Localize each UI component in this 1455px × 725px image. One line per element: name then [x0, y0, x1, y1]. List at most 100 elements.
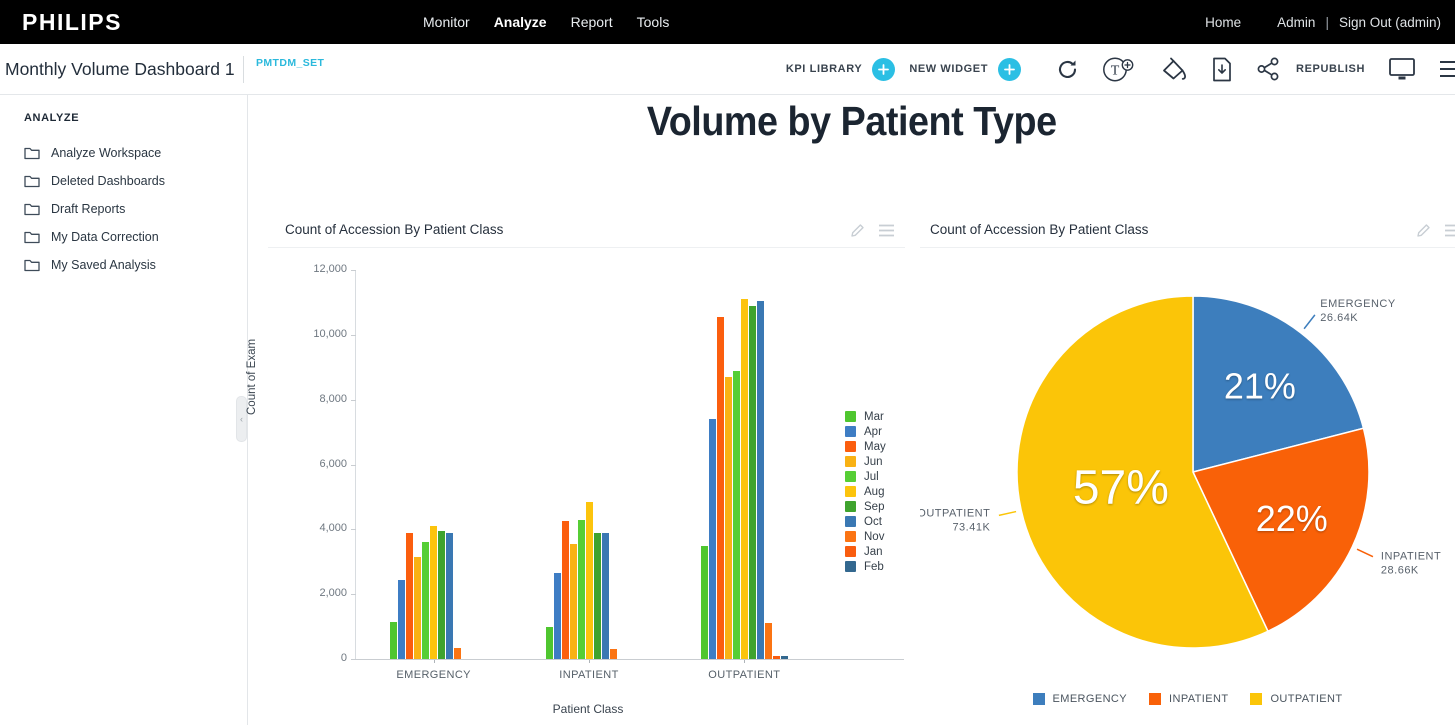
bar-legend-item-jul[interactable]: Jul — [845, 469, 886, 484]
bar-x-axis-line — [355, 659, 904, 660]
widget-menu-icon[interactable] — [878, 224, 895, 237]
top-bar: PHILIPS Monitor Analyze Report Tools Home A… — [0, 0, 1455, 44]
sidebar-item-my-saved-analysis[interactable]: My Saved Analysis — [0, 251, 247, 279]
bar-legend-item-aug[interactable]: Aug — [845, 484, 886, 499]
bar-inpatient-apr[interactable] — [553, 573, 561, 659]
bar-legend-item-mar[interactable]: Mar — [845, 409, 886, 424]
nav-tools[interactable]: Tools — [636, 14, 670, 30]
new-widget-add-icon[interactable] — [998, 57, 1022, 81]
dashboard-title: Monthly Volume Dashboard 1 — [5, 58, 235, 79]
bar-legend-item-apr[interactable]: Apr — [845, 424, 886, 439]
y-tick-mark — [351, 594, 356, 596]
bar-y-axis-title: Count of Exam — [246, 338, 258, 415]
republish-button[interactable]: REPUBLISH — [1296, 63, 1365, 75]
bar-inpatient-sep[interactable] — [593, 532, 601, 659]
refresh-icon[interactable] — [1055, 57, 1080, 82]
folder-icon — [24, 259, 40, 272]
bar-outpatient-aug[interactable] — [740, 299, 748, 659]
add-text-icon[interactable]: T — [1102, 56, 1138, 83]
pie-callout-line — [1303, 314, 1316, 330]
nav-report[interactable]: Report — [570, 14, 613, 30]
bar-inpatient-jun[interactable] — [569, 543, 577, 659]
bar-outpatient-nov[interactable] — [764, 623, 772, 659]
pie-legend-item-outpatient[interactable]: OUTPATIENT — [1250, 693, 1342, 705]
kpi-library-add-icon[interactable] — [872, 57, 896, 81]
y-tick-label: 0 — [340, 652, 347, 664]
edit-pencil-icon[interactable] — [850, 223, 865, 238]
fill-style-icon[interactable] — [1160, 56, 1188, 83]
sidebar-item-deleted-dashboards[interactable]: Deleted Dashboards — [0, 167, 247, 195]
legend-color-chip — [845, 426, 856, 437]
bar-legend-item-sep[interactable]: Sep — [845, 499, 886, 514]
nav-analyze[interactable]: Analyze — [493, 14, 547, 30]
new-widget-button[interactable]: NEW WIDGET — [909, 63, 989, 75]
legend-color-chip — [845, 501, 856, 512]
export-document-icon[interactable] — [1210, 56, 1234, 83]
pie-legend-item-inpatient[interactable]: INPATIENT — [1149, 693, 1228, 705]
bar-emergency-apr[interactable] — [398, 579, 406, 659]
bar-inpatient-may[interactable] — [561, 521, 569, 659]
bar-inpatient-aug[interactable] — [585, 501, 593, 659]
widget-menu-icon[interactable] — [1444, 224, 1455, 237]
bar-inpatient-jul[interactable] — [577, 519, 585, 659]
pie-widget-actions — [1416, 223, 1455, 238]
bar-outpatient-jul[interactable] — [732, 370, 740, 659]
edit-pencil-icon[interactable] — [1416, 223, 1431, 238]
bar-legend-item-feb[interactable]: Feb — [845, 559, 886, 574]
sidebar-item-analyze-workspace[interactable]: Analyze Workspace — [0, 139, 247, 167]
bar-emergency-jul[interactable] — [422, 542, 430, 659]
bar-widget-title: Count of Accession By Patient Class — [285, 222, 504, 237]
nav-signout[interactable]: Sign Out (admin) — [1338, 14, 1441, 30]
bar-inpatient-nov[interactable] — [609, 649, 617, 659]
y-tick-mark — [351, 659, 356, 660]
nav-admin[interactable]: Admin — [1277, 14, 1316, 30]
bar-outpatient-sep[interactable] — [748, 305, 756, 659]
nav-home[interactable]: Home — [1205, 14, 1242, 30]
sidebar-item-my-data-correction[interactable]: My Data Correction — [0, 223, 247, 251]
pie-slice-emergency[interactable] — [1192, 295, 1365, 473]
bar-outpatient-jan[interactable] — [772, 656, 780, 659]
bar-emergency-oct[interactable] — [446, 532, 454, 659]
kpi-library-button[interactable]: KPI LIBRARY — [785, 63, 863, 75]
pie-callout-label-emergency: EMERGENCY — [1320, 298, 1396, 310]
bar-outpatient-may[interactable] — [716, 317, 724, 659]
bar-legend-item-may[interactable]: May — [845, 439, 886, 454]
legend-color-chip — [1149, 693, 1162, 705]
pie-slice-inpatient[interactable] — [1191, 427, 1370, 633]
y-tick-label: 12,000 — [313, 263, 347, 275]
sidebar-collapse-handle[interactable]: ‹ — [236, 396, 247, 442]
pie-legend-item-emergency[interactable]: EMERGENCY — [1032, 693, 1128, 705]
bar-legend-item-jan[interactable]: Jan — [845, 544, 886, 559]
bar-outpatient-jun[interactable] — [724, 376, 732, 659]
dataset-label[interactable]: PMTDM_SET — [256, 57, 325, 69]
bar-outpatient-oct[interactable] — [756, 300, 764, 659]
bar-outpatient-mar[interactable] — [700, 545, 708, 659]
bar-widget-actions — [850, 223, 895, 238]
bar-emergency-nov[interactable] — [454, 647, 462, 659]
bar-outpatient-feb[interactable] — [780, 655, 788, 659]
pie-slice-outpatient[interactable] — [1016, 295, 1269, 649]
bar-emergency-may[interactable] — [406, 532, 414, 659]
display-icon[interactable] — [1387, 56, 1417, 82]
bar-legend-item-jun[interactable]: Jun — [845, 454, 886, 469]
menu-icon[interactable] — [1439, 60, 1455, 78]
bar-emergency-jun[interactable] — [414, 556, 422, 659]
sidebar-item-draft-reports[interactable]: Draft Reports — [0, 195, 247, 223]
bar-widget-header: Count of Accession By Patient Class — [268, 215, 905, 248]
dashboard-toolbar: Monthly Volume Dashboard 1 PMTDM_SET KPI… — [0, 44, 1455, 95]
nav-monitor[interactable]: Monitor — [423, 14, 470, 30]
bar-emergency-aug[interactable] — [430, 526, 438, 659]
bar-emergency-mar[interactable] — [390, 621, 398, 659]
nav-separator: | — [1325, 14, 1329, 30]
bar-legend-item-nov[interactable]: Nov — [845, 529, 886, 544]
share-icon[interactable] — [1256, 56, 1281, 82]
page-title: Volume by Patient Type — [646, 98, 1057, 144]
bar-outpatient-apr[interactable] — [708, 419, 716, 659]
y-tick-label: 2,000 — [319, 587, 347, 600]
bar-emergency-sep[interactable] — [438, 530, 446, 659]
session-nav: Home Admin | Sign Out (admin) — [1205, 0, 1441, 44]
pie-callout-line — [998, 510, 1017, 517]
bar-inpatient-oct[interactable] — [601, 532, 609, 659]
bar-inpatient-mar[interactable] — [545, 626, 553, 659]
bar-legend-item-oct[interactable]: Oct — [845, 514, 886, 529]
